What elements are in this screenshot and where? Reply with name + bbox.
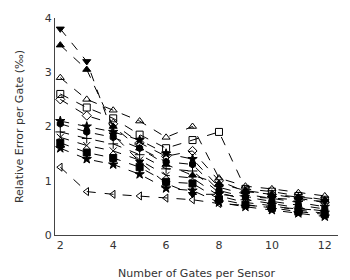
svg-text:2: 2 bbox=[57, 239, 64, 252]
svg-text:Number of Gates per Sensor: Number of Gates per Sensor bbox=[118, 267, 275, 280]
svg-text:0: 0 bbox=[45, 229, 52, 242]
svg-text:8: 8 bbox=[215, 239, 222, 252]
svg-text:6: 6 bbox=[163, 239, 170, 252]
svg-text:Relative Error per Gate (‰): Relative Error per Gate (‰) bbox=[13, 50, 26, 203]
svg-text:3: 3 bbox=[45, 66, 52, 79]
svg-text:12: 12 bbox=[318, 239, 332, 252]
svg-text:10: 10 bbox=[265, 239, 279, 252]
svg-text:1: 1 bbox=[45, 175, 52, 188]
svg-text:2: 2 bbox=[45, 120, 52, 133]
svg-text:4: 4 bbox=[45, 12, 52, 25]
svg-text:4: 4 bbox=[110, 239, 117, 252]
